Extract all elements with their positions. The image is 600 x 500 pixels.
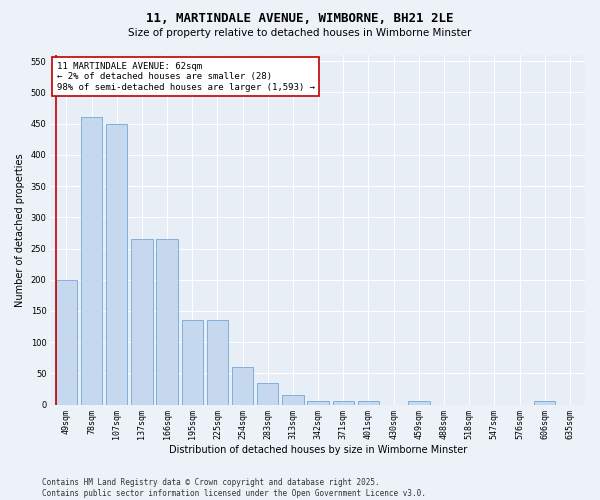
Y-axis label: Number of detached properties: Number of detached properties: [15, 153, 25, 306]
Bar: [307, 402, 329, 404]
Bar: [106, 124, 127, 404]
Bar: [332, 402, 354, 404]
Bar: [408, 402, 430, 404]
Text: 11, MARTINDALE AVENUE, WIMBORNE, BH21 2LE: 11, MARTINDALE AVENUE, WIMBORNE, BH21 2L…: [146, 12, 454, 26]
Text: Size of property relative to detached houses in Wimborne Minster: Size of property relative to detached ho…: [128, 28, 472, 38]
Bar: [232, 367, 253, 405]
Bar: [534, 402, 556, 404]
Bar: [182, 320, 203, 404]
Bar: [282, 395, 304, 404]
Bar: [81, 118, 102, 405]
Bar: [257, 382, 278, 404]
Bar: [157, 239, 178, 404]
X-axis label: Distribution of detached houses by size in Wimborne Minster: Distribution of detached houses by size …: [169, 445, 467, 455]
Bar: [56, 280, 77, 404]
Bar: [131, 239, 152, 404]
Bar: [358, 402, 379, 404]
Text: 11 MARTINDALE AVENUE: 62sqm
← 2% of detached houses are smaller (28)
98% of semi: 11 MARTINDALE AVENUE: 62sqm ← 2% of deta…: [56, 62, 314, 92]
Text: Contains HM Land Registry data © Crown copyright and database right 2025.
Contai: Contains HM Land Registry data © Crown c…: [42, 478, 426, 498]
Bar: [207, 320, 228, 404]
